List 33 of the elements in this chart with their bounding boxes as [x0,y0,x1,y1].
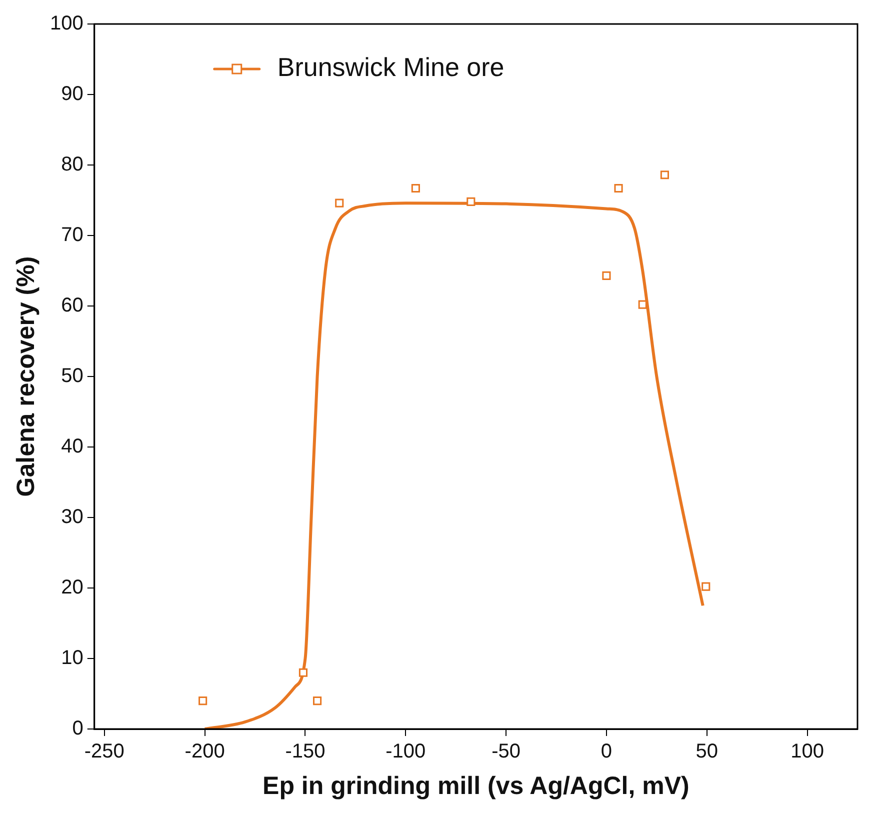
y-tick-label: 70 [61,224,84,246]
y-tick-label: 0 [72,718,84,740]
point [466,197,476,206]
x-tick-label: -200 [184,740,225,763]
legend-label: Brunswick Mine ore [277,52,504,82]
y-tick-label: 80 [61,154,84,176]
x-axis-title: Ep in grinding mill (vs Ag/AgCl, mV) [262,772,690,800]
point [198,696,208,706]
point [638,300,647,309]
point [298,668,308,677]
x-tick-label: -100 [386,740,426,763]
point [660,170,669,180]
y-tick-label: 30 [61,506,84,528]
point [411,184,420,193]
x-tick-label: -250 [84,740,124,763]
y-axis-title: Galena recovery (%) [12,256,40,497]
x-tick-label: 0 [600,740,612,763]
point [702,582,710,591]
x-tick-label: -50 [492,740,521,763]
x-tick-label: 100 [790,740,824,763]
y-tick-label: 20 [61,576,84,599]
point [614,184,623,193]
x-tick-label: -150 [285,740,326,763]
point [335,198,344,208]
point [602,271,611,280]
y-tick-label: 90 [61,83,84,106]
point [313,696,322,706]
y-tick-label: 100 [50,12,84,35]
x-tick-label: 50 [696,740,718,763]
y-tick-label: 60 [61,294,84,317]
y-tick-label: 50 [61,365,84,388]
y-tick-label: 10 [61,647,84,670]
y-tick-label: 40 [61,436,84,458]
